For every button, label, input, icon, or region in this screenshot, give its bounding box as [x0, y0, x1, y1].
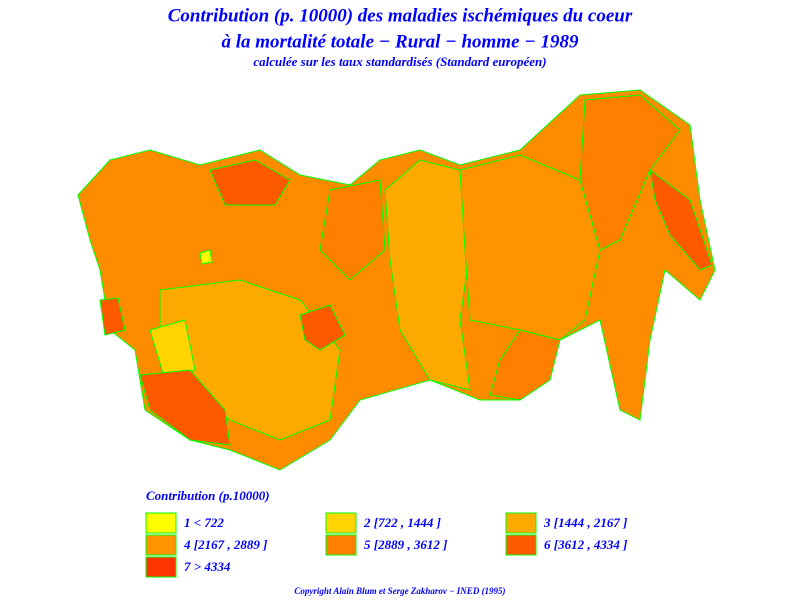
subtitle: calculée sur les taux standardisés (Stan… [253, 54, 546, 69]
legend-title: Contribution (p.10000) [146, 488, 270, 503]
region [384, 159, 471, 391]
region [199, 249, 213, 265]
legend-label: 7 > 4334 [184, 559, 231, 574]
legend-label: 3 [1444 , 2167 ] [543, 515, 627, 530]
title: Contribution (p. 10000) des maladies isc… [168, 5, 633, 26]
region [99, 297, 126, 336]
legend-swatch [505, 534, 537, 556]
region [489, 329, 561, 401]
region [209, 159, 291, 206]
legend-swatch [145, 534, 177, 556]
legend-swatch [505, 512, 537, 534]
legend-label: 2 [722 , 1444 ] [363, 515, 441, 530]
region [139, 369, 231, 446]
legend-swatch [325, 534, 357, 556]
legend-swatch [145, 556, 177, 578]
copyright: Copyright Alain Blum et Serge Zakharov −… [294, 586, 505, 596]
legend-label: 5 [2889 , 3612 ] [364, 537, 447, 552]
legend: 1 < 722 2 [722 , 1444 ] 3 [1444 , 2167 ] 4 … [145, 512, 627, 578]
region [319, 179, 386, 281]
region [459, 154, 601, 341]
title: à la mortalité totale − Rural − homme − … [221, 31, 579, 52]
region [299, 304, 346, 351]
map [77, 89, 716, 471]
legend-label: 6 [3612 , 4334 ] [544, 537, 627, 552]
legend-label: 1 < 722 [184, 515, 224, 530]
region [649, 168, 713, 271]
legend-swatch [145, 512, 177, 534]
legend-swatch [325, 512, 357, 534]
region [579, 94, 681, 251]
region [149, 319, 196, 381]
legend-label: 4 [2167 , 2889 ] [183, 537, 267, 552]
